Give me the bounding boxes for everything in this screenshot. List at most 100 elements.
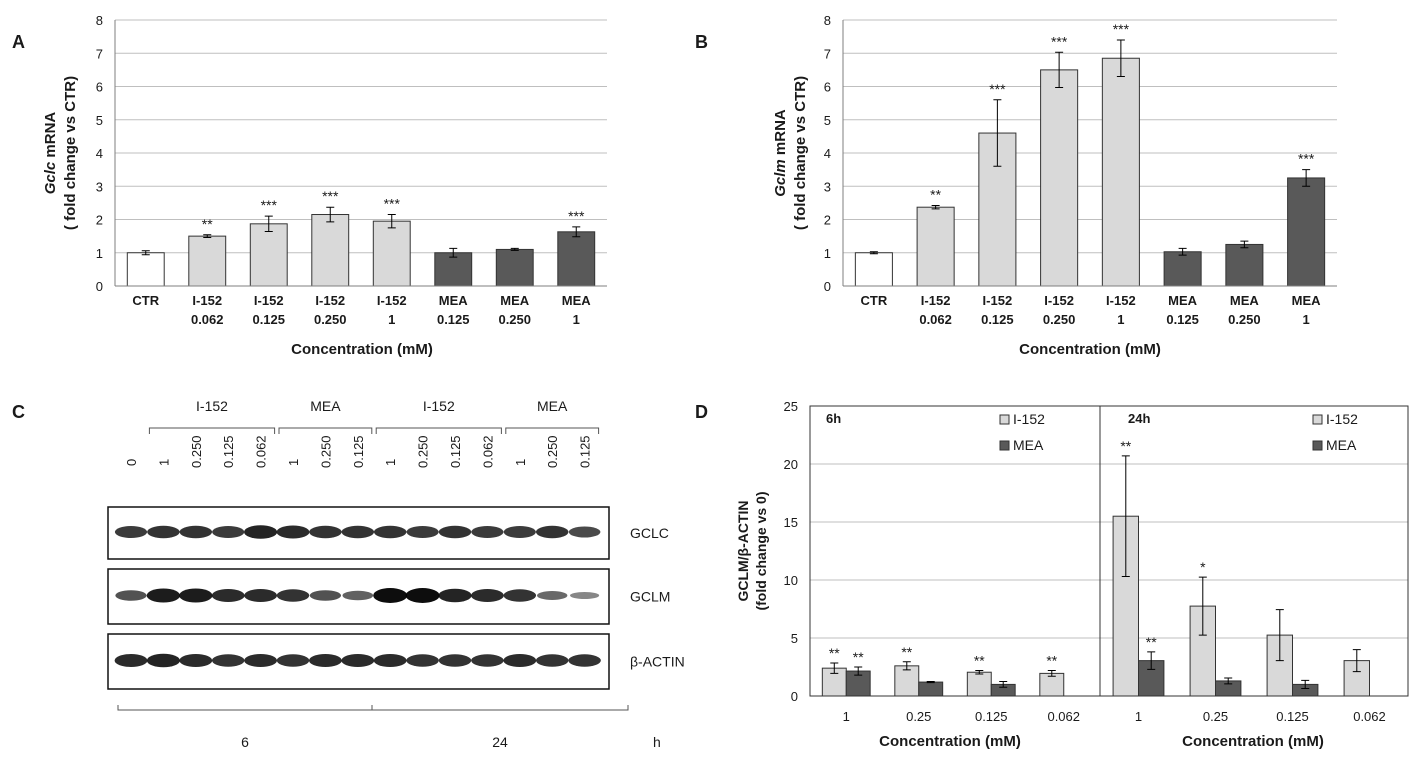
panel-d-24h-i152-significance-1: * xyxy=(1200,559,1206,575)
panel-d-6h-legend-label-0: I-152 xyxy=(1013,411,1045,427)
panel-a-bar-5 xyxy=(434,252,473,287)
panel-d-6h-legend-swatch-0 xyxy=(999,414,1010,425)
blot-band-beta-actin-11 xyxy=(471,654,504,667)
panel-d-24h-x-tick-2: 0.125 xyxy=(1276,709,1309,724)
panel-b-x-tick-5-line1: MEA xyxy=(1168,293,1198,308)
panel-b-x-tick-2-line1: I-152 xyxy=(983,293,1013,308)
blot-band-gclm-10 xyxy=(438,588,472,603)
blot-group-bracket-1 xyxy=(278,427,373,434)
blot-group-label-0: I-152 xyxy=(196,398,228,414)
panel-d-24h-mea-error-bar-1 xyxy=(1224,677,1233,685)
panel-a-bars xyxy=(126,214,596,287)
panel-b-y-axis-label-line2: ( fold change vs CTR) xyxy=(792,76,809,230)
panel-d-24h-i152-error-bar-2 xyxy=(1275,609,1284,662)
blot-band-gclc-0 xyxy=(114,526,148,538)
panel-d-y-axis-label-line1: GCLM/β-ACTIN xyxy=(735,500,751,601)
panel-b-bar-6 xyxy=(1225,243,1264,287)
panel-d-6h-mea-bar-1 xyxy=(918,681,944,697)
time-label-6: 6 xyxy=(241,734,249,750)
panel-d-y-tick-labels: 0 5 10 15 20 25 xyxy=(784,399,798,704)
blot-row-label-gclc: GCLC xyxy=(630,525,669,541)
blot-band-gclc-13 xyxy=(535,525,569,539)
panel-b-y-axis-gene: Gclm xyxy=(772,159,789,197)
panel-b-bar-4 xyxy=(1101,57,1140,287)
panel-d-6h-i152-error-bar-3 xyxy=(1047,669,1056,677)
panel-b-x-tick-1-line2: 0.062 xyxy=(919,312,952,327)
panel-d-6h-x-tick-1: 0.25 xyxy=(906,709,931,724)
panel-d-6h-x-tick-2: 0.125 xyxy=(975,709,1008,724)
blot-band-beta-actin-14 xyxy=(568,654,601,667)
blot-band-beta-actin-0 xyxy=(114,654,148,667)
panel-b-y-tick-6: 6 xyxy=(824,80,831,95)
panel-a-y-tick-8: 8 xyxy=(96,13,103,28)
panel-a-y-tick-2: 2 xyxy=(96,213,103,228)
panel-a-bar-7 xyxy=(557,231,596,287)
panel-d-y-tick-10: 10 xyxy=(784,573,798,588)
panel-a-bar-4 xyxy=(372,220,411,287)
panel-a-x-tick-7-line1: MEA xyxy=(562,293,592,308)
time-label-24: 24 xyxy=(492,734,508,750)
panel-b-x-tick-2-line2: 0.125 xyxy=(981,312,1014,327)
blot-band-gclm-8 xyxy=(373,588,408,603)
panel-d-24h-i152-significance-0: ** xyxy=(1120,438,1131,454)
blot-band-gclc-10 xyxy=(438,525,472,539)
panel-d-24h-i152-error-bar-1 xyxy=(1198,576,1207,636)
blot-band-beta-actin-7 xyxy=(341,654,375,667)
blot-lane-label-12: 1 xyxy=(513,459,528,466)
panel-b-error-bar-4 xyxy=(1116,39,1125,78)
panel-a-y-tick-7: 7 xyxy=(96,46,103,61)
panel-a-y-tick-1: 1 xyxy=(96,246,103,261)
panel-d-y-axis-label-line2: (fold change vs 0) xyxy=(753,491,769,610)
panel-b-x-tick-4-line1: I-152 xyxy=(1106,293,1136,308)
panel-a-x-tick-3-line2: 0.250 xyxy=(314,312,347,327)
panel-a-error-bar-2 xyxy=(264,215,273,232)
panel-a-bar-1 xyxy=(188,235,227,287)
blot-band-beta-actin-4 xyxy=(244,654,277,667)
panel-b-error-bar-0 xyxy=(869,251,878,255)
blot-lane-label-7: 0.125 xyxy=(351,435,366,468)
panel-d-significance-labels: ** ** **** ******* xyxy=(829,438,1206,669)
blot-band-gclm-14 xyxy=(570,592,600,599)
panel-d-6h-i152-error-bar-0 xyxy=(830,662,839,674)
time-bracket-24h xyxy=(371,705,629,711)
panel-b-significance-1: ** xyxy=(930,187,941,203)
panel-a-x-tick-4-line2: 1 xyxy=(388,312,395,327)
panel-b-x-tick-6-line2: 0.250 xyxy=(1228,312,1261,327)
blot-band-gclm-9 xyxy=(405,588,440,603)
blot-band-gclm-1 xyxy=(146,588,181,603)
blot-band-gclm-5 xyxy=(276,589,310,602)
panel-a-significance-3: *** xyxy=(322,188,339,204)
panel-a-x-tick-labels: CTR I-152 0.062 I-152 0.125 I-152 0.250 I-152 1 M… xyxy=(132,293,591,327)
panel-b-x-tick-7-line1: MEA xyxy=(1292,293,1322,308)
panel-d-24h-i152-error-bar-0 xyxy=(1121,455,1130,578)
panel-d-x-tick-labels: 1 0.25 0.125 0.062 1 0.25 0.125 0.062 xyxy=(843,709,1386,724)
panel-b-x-tick-1-line1: I-152 xyxy=(921,293,951,308)
panel-d-y-tick-15: 15 xyxy=(784,515,798,530)
panel-a-error-bars xyxy=(141,206,581,258)
panel-b-significance-2: *** xyxy=(989,81,1006,97)
panel-d-6h-i152-error-bar-1 xyxy=(902,661,911,671)
panel-b-y-tick-8: 8 xyxy=(824,13,831,28)
blot-group-labels: I-152 MEA I-152 MEA xyxy=(196,398,568,414)
blot-band-gclc-8 xyxy=(373,525,407,539)
blot-band-gclm-13 xyxy=(537,591,568,600)
blot-band-gclm-4 xyxy=(244,589,277,602)
panel-a-y-axis-gene: Gclc xyxy=(42,161,59,194)
panel-b-bar-3 xyxy=(1040,69,1079,287)
panel-d-6h-x-axis-label: Concentration (mM) xyxy=(879,733,1021,750)
panel-b-letter: B xyxy=(695,32,708,52)
panel-d-y-tick-5: 5 xyxy=(791,631,798,646)
panel-a-y-tick-3: 3 xyxy=(96,179,103,194)
panel-a-x-tick-2-line1: I-152 xyxy=(254,293,284,308)
blot-band-beta-actin-13 xyxy=(535,654,569,667)
blot-lane-label-8: 1 xyxy=(383,459,398,466)
blot-lane-label-11: 0.062 xyxy=(480,435,495,468)
panel-b-bars xyxy=(854,57,1326,287)
blot-lane-label-2: 0.250 xyxy=(189,435,204,468)
blot-lane-label-0: 0 xyxy=(124,459,139,466)
blot-band-beta-actin-5 xyxy=(276,654,310,667)
blot-band-gclm-2 xyxy=(179,588,213,603)
panel-d-24h-i152-error-bar-3 xyxy=(1352,649,1361,673)
time-unit-label: h xyxy=(653,734,661,750)
blot-lane-label-10: 0.125 xyxy=(448,435,463,468)
